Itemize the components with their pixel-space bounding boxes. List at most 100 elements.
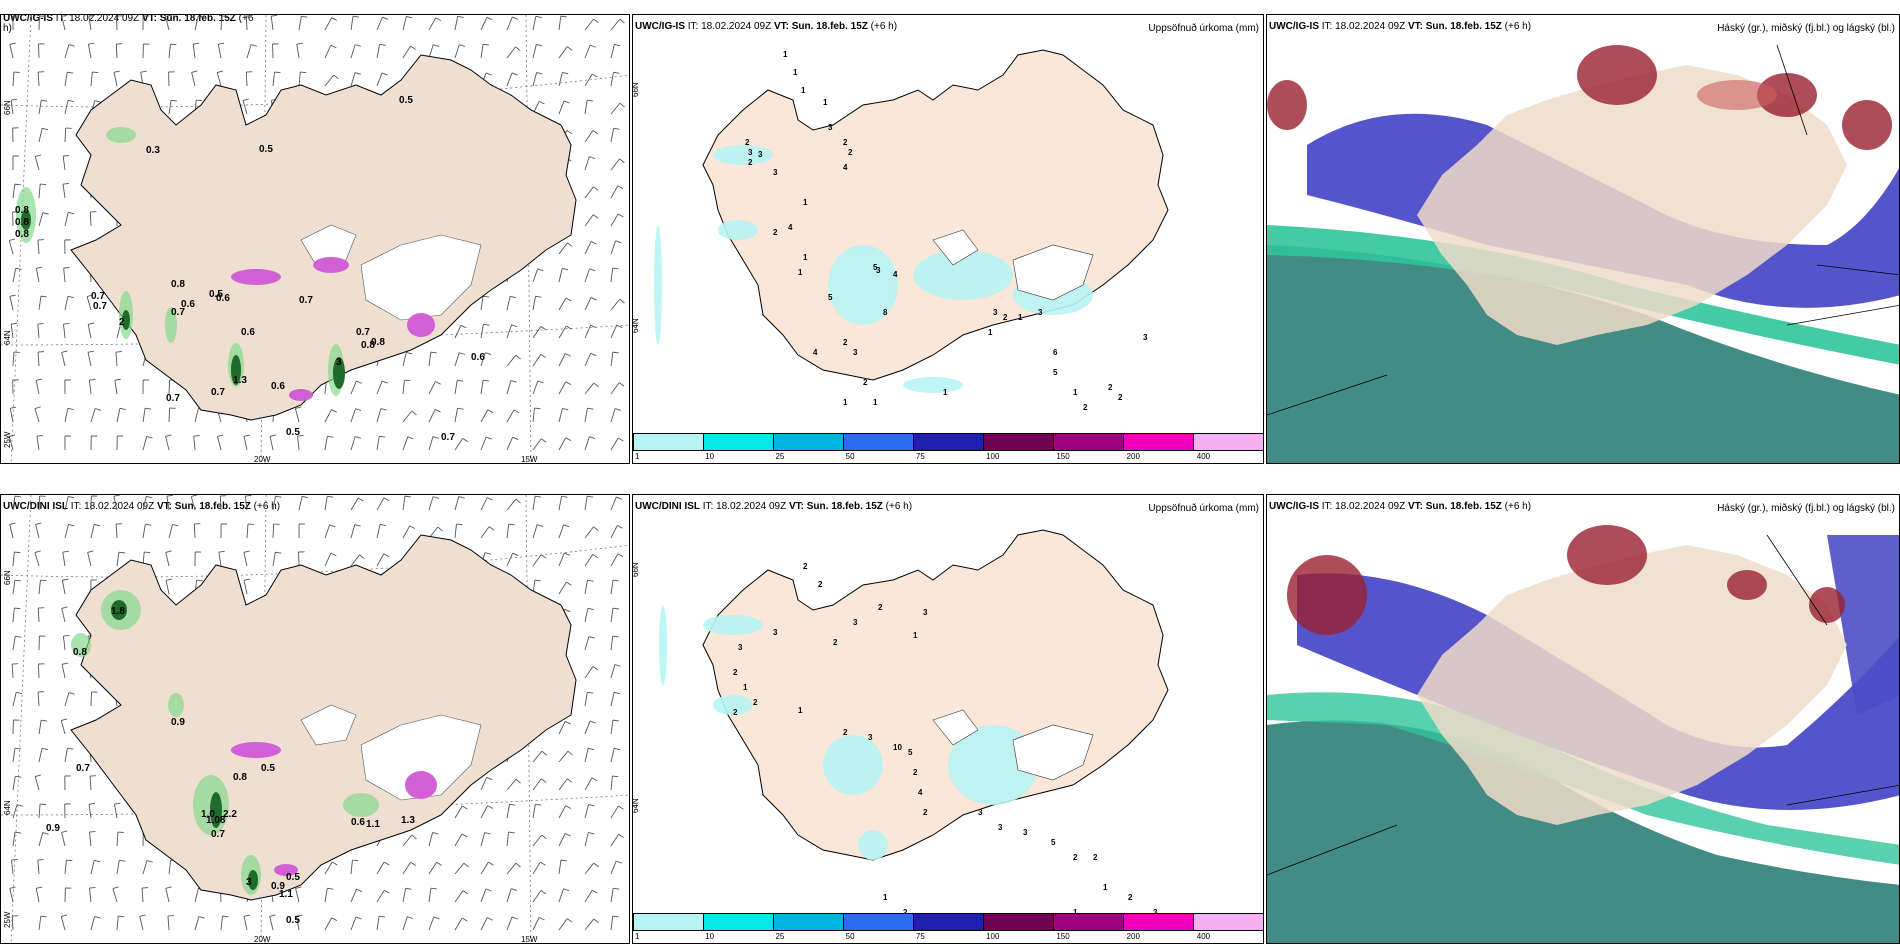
model-name: UWC/IG-IS [635,21,685,32]
precip-value-label: 0.9 [271,881,285,892]
wind-barb [480,832,486,847]
wind-barb [11,663,14,679]
precip-value-label: 0.7 [299,295,313,306]
wind-barb-flag [537,524,544,527]
wind-barb-flag [9,42,16,45]
wind-barb-flag [592,73,598,78]
wind-barb [64,408,69,423]
wind-barb-flag [536,72,543,75]
wind-barb-flag [327,887,334,890]
wind-barb [584,382,595,395]
precip-value-label: 5 [873,263,878,272]
wind-barb [35,380,40,395]
wind-barb [480,296,484,311]
wind-barb-flag [617,553,624,558]
wind-barb [454,352,460,367]
wind-barb [64,296,69,311]
wind-barb-flag [409,525,416,530]
wind-barb [558,750,569,763]
wind-barb [139,916,144,931]
wind-barb [64,860,67,875]
wind-barb [269,916,274,931]
wind-barb [480,17,488,31]
wind-barb [584,268,591,283]
wind-barb-flag [562,407,569,411]
wind-barb-flag [565,437,572,442]
wind-barb [532,804,536,819]
wind-barb-flag [484,832,491,835]
wind-barb [243,580,248,595]
wind-barb [558,778,568,791]
wind-barb [610,916,614,931]
wind-barb [63,324,66,339]
wind-barb [35,268,40,283]
wind-barb-flag [146,495,153,499]
precip-value-label: 2 [1083,403,1088,412]
wind-barb [64,748,68,763]
wind-barb-flag [62,662,69,665]
precip-value-label: 0.8 [73,647,87,658]
wind-barb [376,44,381,59]
wind-barb-flag [333,74,339,80]
wind-barb [37,240,40,255]
wind-barb-flag [40,579,47,582]
wind-barb [142,436,148,451]
wind-barb-flag [567,750,573,756]
wind-barb-flag [487,917,493,921]
wind-barb [165,580,170,595]
wind-barb [532,750,543,763]
wind-barb [90,408,96,423]
precip-value-label: 1 [798,268,803,277]
precip-value-label: 0.5 [209,289,223,300]
wind-barb [90,916,96,931]
wind-barb [272,496,276,511]
wind-barb [610,636,614,651]
wind-barb [64,100,69,115]
wind-barb [294,408,300,423]
wind-barb [610,553,619,567]
wind-barb [12,352,15,367]
wind-barb-flag [275,495,282,498]
wind-barb-flag [329,524,336,528]
wind-barb-flag [593,18,599,24]
precip-value-label: 2 [745,138,750,147]
wind-barb-flag [460,324,467,329]
wind-barb-flag [561,495,568,498]
precip-value-label: 0.7 [91,291,105,302]
wind-barb-flag [40,915,47,918]
wind-barb [220,916,223,931]
wind-barb-flag [592,666,599,671]
wind-barb [113,72,118,87]
wind-barb-flag [114,802,121,805]
wind-barb [244,496,248,511]
wind-barb [506,46,516,59]
wind-barb-flag [36,886,43,889]
wind-barb-flag [62,550,69,553]
precip-value-label: 2 [1003,313,1008,322]
wind-barb-flag [593,526,599,531]
wind-barb [350,44,356,59]
iceland-landmass [1417,65,1847,345]
init-time: IT: 18.02.2024 09Z [70,501,155,512]
wind-barb-flag [165,886,172,889]
wind-barb [558,408,563,423]
wind-barb [506,409,515,423]
wind-barb-flag [14,579,21,582]
wind-barb-flag [590,297,597,301]
precip-value-label: 0.6 [241,327,255,338]
wind-barb [584,18,594,31]
wind-barb [62,184,66,199]
wind-barb [506,778,517,791]
wind-barb-flag [485,352,492,355]
wind-barb-flag [87,350,94,353]
wind-barb-flag [218,42,225,45]
precip-value-label: 0.6 [216,293,230,304]
iceland-landmass [1417,545,1847,825]
wind-barb [402,380,405,395]
wind-barb [12,268,17,283]
wind-barb-flag [218,550,225,553]
wind-barb [38,184,41,199]
wind-barb-flag [411,410,417,416]
colorbar-swatch [634,434,704,450]
wind-barb-flag [511,916,518,920]
